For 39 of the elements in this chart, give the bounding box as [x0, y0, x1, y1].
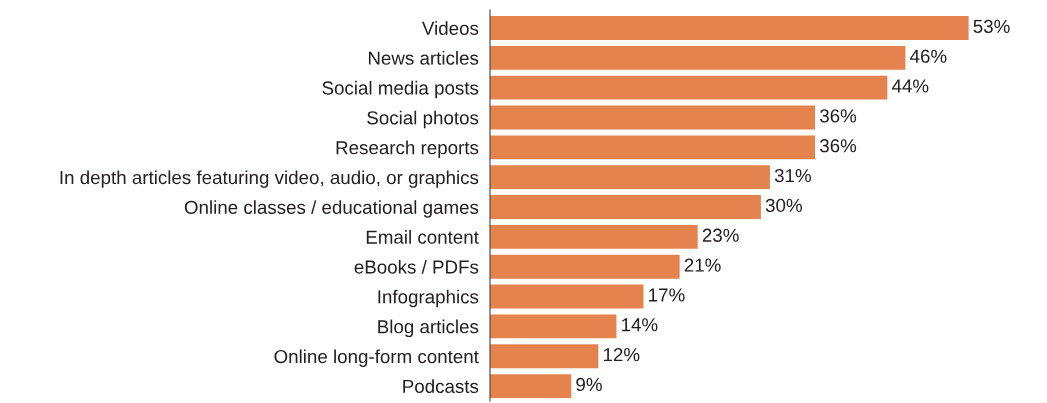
bar [490, 344, 599, 369]
y-tick-label: Social photos [367, 110, 479, 129]
y-tick-label: Online classes / educational games [184, 200, 479, 218]
y-tick-label: Email content [366, 230, 479, 244]
bar [490, 195, 761, 219]
bar [490, 16, 969, 40]
bar [490, 314, 617, 339]
data-label: 36% [819, 139, 857, 153]
bar [490, 135, 816, 160]
bar [490, 224, 698, 249]
y-tick-label: Blog articles [378, 319, 479, 338]
y-tick-label: News articles [368, 51, 479, 65]
y-tick-label: Videos [421, 21, 479, 35]
y-tick-label: Research reports [336, 140, 479, 159]
data-label: 17% [649, 288, 685, 302]
data-label: 21% [684, 258, 721, 272]
data-label: 46% [910, 49, 947, 63]
data-label: 14% [622, 318, 658, 332]
bar [490, 284, 644, 309]
data-label: 30% [765, 198, 802, 213]
bar [490, 374, 572, 398]
bar [490, 75, 888, 100]
y-tick-label: Podcasts [403, 379, 479, 394]
y-tick-label: Infographics [378, 289, 479, 308]
data-label: 36% [819, 109, 857, 123]
y-tick-label: Social media posts [322, 80, 479, 99]
bar [490, 254, 680, 279]
data-label: 9% [576, 377, 602, 392]
bar [490, 105, 816, 130]
y-tick-label: In depth articles featuring video, audio, or graphics [60, 170, 479, 188]
y-tick-label: eBooks / PDFs [354, 259, 479, 274]
bar [490, 45, 906, 70]
y-tick-label: Online long-form content [274, 349, 479, 367]
data-label: 53% [973, 19, 1010, 34]
data-label: 44% [891, 79, 929, 93]
data-label: 23% [702, 228, 739, 242]
data-label: 31% [774, 168, 811, 183]
bar [490, 165, 770, 190]
data-label: 12% [603, 347, 640, 362]
